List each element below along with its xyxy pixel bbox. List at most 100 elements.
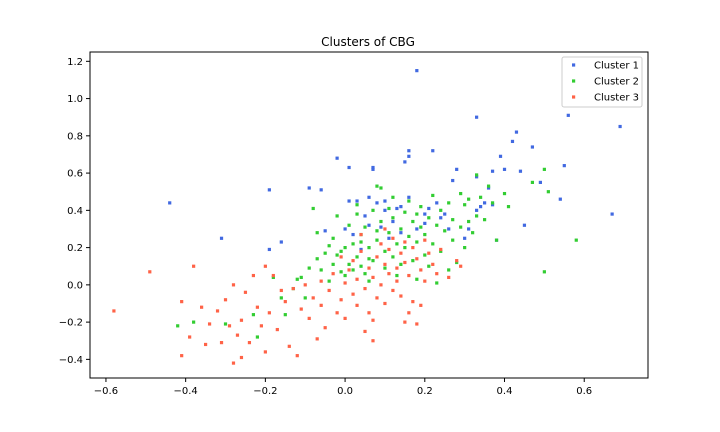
- data-point: [367, 311, 371, 315]
- data-point: [423, 212, 427, 216]
- data-point: [387, 236, 391, 240]
- data-point: [343, 316, 347, 320]
- data-point: [247, 341, 252, 345]
- data-point: [379, 283, 383, 287]
- data-point: [271, 273, 275, 278]
- data-point: [467, 227, 471, 231]
- data-point: [530, 145, 535, 149]
- data-point: [267, 311, 271, 315]
- data-point: [471, 231, 475, 235]
- data-point: [447, 275, 451, 280]
- data-point: [319, 188, 323, 192]
- data-point: [347, 268, 351, 272]
- data-point: [411, 259, 415, 263]
- data-point: [371, 339, 375, 343]
- data-point: [407, 154, 411, 158]
- data-point: [243, 290, 248, 294]
- data-point: [486, 186, 491, 190]
- data-point: [530, 180, 535, 184]
- data-point: [383, 266, 387, 270]
- data-point: [359, 232, 363, 237]
- data-point: [263, 350, 267, 354]
- data-point: [319, 279, 323, 283]
- y-tick-label: 1.0: [67, 94, 83, 105]
- data-point: [419, 205, 423, 209]
- data-point: [431, 193, 435, 198]
- data-point: [375, 229, 379, 233]
- data-point: [435, 223, 439, 227]
- data-point: [371, 208, 375, 212]
- data-point: [451, 178, 455, 183]
- data-point: [367, 223, 371, 227]
- data-point: [327, 288, 331, 293]
- data-point: [403, 240, 407, 244]
- data-point: [327, 279, 331, 283]
- data-point: [251, 273, 256, 278]
- data-point: [192, 264, 196, 268]
- data-point: [231, 283, 236, 287]
- data-point: [490, 201, 495, 205]
- data-point: [343, 273, 347, 278]
- data-point: [566, 113, 570, 117]
- data-point: [427, 264, 431, 268]
- data-point: [435, 281, 439, 285]
- data-point: [371, 275, 375, 280]
- data-point: [347, 199, 351, 203]
- data-point: [479, 205, 483, 209]
- data-point: [231, 361, 236, 365]
- data-point: [379, 225, 383, 229]
- data-point: [387, 272, 391, 276]
- y-tick-label: −0.2: [59, 318, 83, 329]
- data-point: [375, 238, 379, 242]
- data-point: [227, 324, 232, 328]
- data-point: [387, 247, 391, 252]
- data-point: [251, 313, 256, 317]
- data-point: [423, 253, 427, 257]
- x-tick-label: −0.4: [174, 386, 198, 397]
- chart-title: Clusters of CBG: [321, 35, 415, 49]
- data-point: [490, 203, 495, 207]
- data-point: [295, 354, 299, 358]
- data-point: [339, 249, 343, 253]
- data-point: [279, 296, 283, 300]
- data-point: [339, 270, 343, 274]
- data-point: [455, 167, 459, 171]
- data-point: [351, 232, 355, 237]
- data-point: [463, 236, 467, 240]
- y-tick-label: 1.2: [67, 57, 83, 68]
- data-point: [415, 240, 419, 244]
- plot-area: [90, 52, 648, 378]
- data-point: [407, 195, 411, 199]
- data-point: [463, 246, 467, 250]
- data-point: [546, 190, 550, 194]
- data-point: [331, 262, 335, 266]
- data-point: [371, 318, 375, 322]
- data-point: [419, 268, 423, 272]
- data-point: [542, 167, 546, 171]
- data-point: [391, 288, 395, 293]
- data-point: [239, 355, 244, 360]
- data-point: [383, 227, 387, 231]
- data-point: [419, 303, 423, 307]
- data-point: [407, 311, 411, 315]
- data-point: [407, 273, 411, 278]
- data-point: [403, 160, 407, 164]
- x-tick-label: 0.2: [417, 386, 433, 397]
- data-point: [451, 218, 455, 222]
- y-tick-label: 0.6: [67, 169, 83, 180]
- data-point: [168, 201, 172, 205]
- data-point: [427, 216, 431, 220]
- data-point: [207, 322, 212, 326]
- legend-marker: [572, 63, 576, 67]
- data-point: [371, 167, 375, 171]
- data-point: [399, 227, 403, 231]
- data-point: [363, 214, 367, 218]
- data-point: [391, 216, 395, 220]
- data-point: [439, 247, 443, 252]
- data-point: [359, 240, 363, 244]
- data-point: [379, 242, 383, 246]
- data-point: [192, 320, 196, 324]
- data-point: [439, 208, 443, 212]
- data-point: [475, 214, 479, 218]
- data-point: [459, 225, 463, 229]
